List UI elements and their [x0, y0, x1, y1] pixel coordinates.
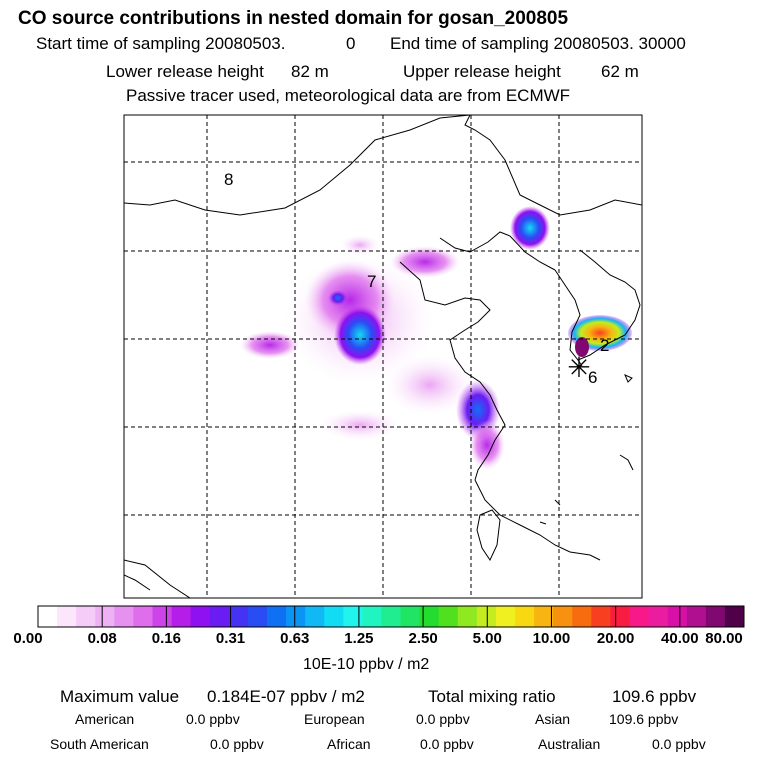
colorbar-tick-label: 0.08 — [87, 630, 117, 647]
colorbar-swatch — [686, 606, 707, 627]
colorbar-swatch — [114, 606, 134, 627]
plume-bohai — [340, 235, 380, 255]
total-mixing-value: 109.6 ppbv — [612, 687, 697, 706]
colorbar-swatch — [305, 606, 325, 627]
colorbar-swatch — [629, 606, 650, 627]
colorbar-swatch — [57, 606, 77, 627]
colorbar-swatch — [343, 606, 363, 627]
colorbar-swatch — [591, 606, 611, 627]
tracer-note: Passive tracer used, meteorological data… — [126, 86, 571, 105]
colorbar-swatch — [171, 606, 192, 627]
region-label-6: 6 — [588, 368, 597, 387]
colorbar-swatch — [76, 606, 96, 627]
lower-height-label: Lower release height — [106, 62, 264, 81]
colorbar-swatch — [266, 606, 287, 627]
colorbar-swatch — [610, 606, 631, 627]
plume-small-blue — [328, 290, 348, 306]
colorbar-swatch — [515, 606, 535, 627]
colorbar-tick-label: 20.00 — [596, 630, 635, 647]
plume-manchuria — [510, 206, 550, 250]
plume-west — [240, 331, 300, 359]
colorbar-swatch — [190, 606, 211, 627]
colorbar-tick-label: 0.16 — [151, 630, 181, 647]
colorbar-swatch — [667, 606, 688, 627]
colorbar-tick-label: 5.00 — [472, 630, 502, 647]
colorbar-swatch — [381, 606, 402, 627]
american-value: 0.0 ppbv — [186, 711, 240, 727]
upper-height-label: Upper release height — [403, 62, 561, 81]
colorbar — [37, 605, 745, 628]
colorbar-swatch — [400, 606, 421, 627]
colorbar-tick-label: 0.31 — [215, 630, 246, 647]
colorbar-swatch — [286, 606, 306, 627]
region-label-8: 8 — [224, 170, 233, 189]
map-frame — [123, 114, 643, 599]
start-hour-value: 0 — [346, 34, 356, 53]
grid-lines — [124, 115, 642, 598]
colorbar-swatch — [457, 606, 478, 627]
colorbar-swatch — [152, 606, 173, 627]
region-label-2: 2 — [600, 336, 609, 355]
colorbar-tick-label: 80.00 — [705, 630, 743, 647]
colorbar-swatch — [209, 606, 230, 627]
colorbar-tick-label: 1.25 — [344, 630, 374, 647]
colorbar-swatch — [38, 606, 58, 627]
african-label: African — [327, 736, 371, 752]
colorbar-swatch — [133, 606, 153, 627]
south-american-label: South American — [50, 736, 149, 752]
african-value: 0.0 ppbv — [420, 736, 474, 752]
colorbar-swatch — [247, 606, 268, 627]
asian-label: Asian — [535, 711, 571, 727]
total-mixing-label: Total mixing ratio — [428, 687, 556, 706]
colorbar-swatch — [438, 606, 459, 627]
american-label: American — [75, 711, 135, 727]
colorbar-tick-label: 40.00 — [661, 630, 699, 647]
region-label-7: 7 — [367, 272, 376, 291]
colorbar-swatch — [724, 606, 745, 627]
colorbar-unit: 10E-10 ppbv / m2 — [303, 656, 430, 673]
australian-value: 0.0 ppbv — [652, 736, 706, 752]
max-value: 0.184E-07 ppbv / m2 — [207, 687, 365, 706]
colorbar-tick-label: 0.00 — [13, 630, 43, 647]
colorbar-swatch — [572, 606, 592, 627]
colorbar-tick-label: 2.50 — [408, 630, 438, 647]
colorbar-swatch — [324, 606, 344, 627]
asian-value: 109.6 ppbv — [609, 711, 679, 727]
colorbar-swatch — [648, 606, 669, 627]
plume-beijing — [334, 305, 386, 365]
colorbar-swatch — [95, 606, 115, 627]
colorbar-swatch — [495, 606, 516, 627]
european-label: European — [304, 711, 365, 727]
colorbar-swatch — [362, 606, 382, 627]
start-time-label: Start time of sampling 20080503. — [36, 34, 286, 53]
plot-title: CO source contributions in nested domain… — [18, 8, 569, 29]
colorbar-swatch — [534, 606, 554, 627]
colorbar-tick-label: 10.00 — [532, 630, 571, 647]
plume-northeast — [390, 246, 460, 278]
max-value-label: Maximum value — [60, 687, 180, 706]
european-value: 0.0 ppbv — [416, 711, 470, 727]
plume-korea-peak — [575, 337, 589, 357]
colorbar-swatch — [228, 606, 249, 627]
map-field: ✳ — [124, 115, 642, 598]
lower-height-value: 82 m — [291, 62, 329, 81]
colorbar-swatch — [705, 606, 726, 627]
colorbar-tick-label: 0.63 — [280, 630, 310, 647]
plume-shandong — [385, 355, 475, 415]
colorbar-swatch — [419, 606, 440, 627]
colorbar-frame — [37, 605, 745, 628]
plume-central — [320, 410, 400, 440]
upper-height-value: 62 m — [601, 62, 639, 81]
south-american-value: 0.0 ppbv — [210, 736, 264, 752]
colorbar-swatch — [476, 606, 497, 627]
receptor-marker: ✳ — [567, 351, 590, 384]
colorbar-swatch — [553, 606, 573, 627]
coastlines — [124, 115, 642, 598]
end-time-label: End time of sampling 20080503. 30000 — [390, 34, 686, 53]
australian-label: Australian — [538, 736, 601, 752]
plume-shanghai — [469, 420, 505, 470]
